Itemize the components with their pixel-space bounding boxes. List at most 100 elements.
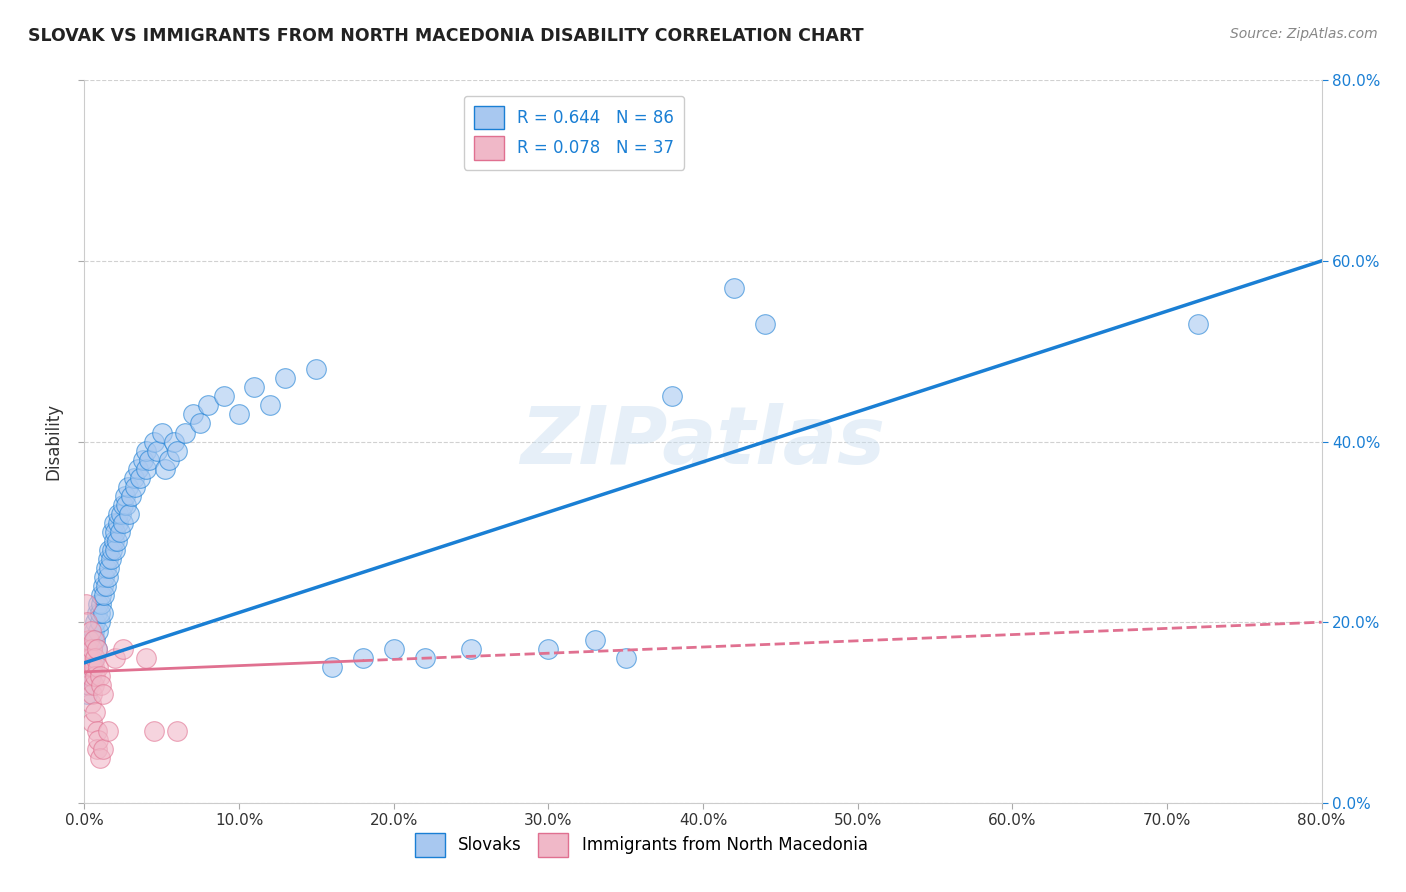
Point	[212, 389, 235, 403]
Point	[82, 642, 104, 657]
Point	[83, 651, 105, 665]
Point	[188, 417, 211, 431]
Point	[84, 651, 107, 665]
Point	[84, 633, 107, 648]
Point	[86, 741, 108, 756]
Point	[79, 697, 101, 711]
Point	[77, 633, 100, 648]
Point	[146, 443, 169, 458]
Point	[84, 669, 107, 683]
Point	[107, 507, 129, 521]
Point	[84, 615, 107, 630]
Point	[135, 461, 157, 475]
Point	[174, 425, 197, 440]
Point	[129, 471, 152, 485]
Point	[118, 507, 141, 521]
Point	[87, 624, 110, 639]
Point	[87, 732, 110, 747]
Point	[91, 687, 114, 701]
Text: Source: ZipAtlas.com: Source: ZipAtlas.com	[1230, 27, 1378, 41]
Point	[274, 371, 297, 385]
Point	[138, 452, 160, 467]
Point	[77, 678, 100, 692]
Point	[77, 660, 100, 674]
Point	[104, 651, 127, 665]
Point	[75, 597, 97, 611]
Legend: Slovaks, Immigrants from North Macedonia: Slovaks, Immigrants from North Macedonia	[405, 823, 877, 867]
Point	[103, 516, 125, 530]
Y-axis label: Disability: Disability	[45, 403, 63, 480]
Point	[91, 579, 114, 593]
Point	[723, 281, 745, 295]
Point	[166, 443, 188, 458]
Point	[94, 579, 117, 593]
Point	[79, 651, 101, 665]
Point	[89, 606, 111, 620]
Point	[114, 489, 136, 503]
Point	[100, 552, 122, 566]
Point	[166, 723, 188, 738]
Point	[82, 660, 104, 674]
Point	[76, 642, 98, 657]
Point	[79, 624, 101, 639]
Point	[243, 380, 266, 394]
Point	[153, 461, 176, 475]
Point	[79, 669, 101, 683]
Point	[94, 561, 117, 575]
Point	[537, 642, 560, 657]
Point	[90, 597, 112, 611]
Point	[77, 678, 100, 692]
Point	[413, 651, 436, 665]
Point	[460, 642, 482, 657]
Point	[76, 687, 98, 701]
Point	[89, 615, 111, 630]
Point	[96, 570, 118, 584]
Point	[83, 678, 105, 692]
Point	[110, 507, 132, 521]
Point	[89, 669, 111, 683]
Point	[89, 750, 111, 764]
Point	[135, 651, 157, 665]
Point	[96, 723, 118, 738]
Point	[96, 552, 118, 566]
Point	[82, 633, 104, 648]
Point	[583, 633, 606, 648]
Point	[228, 408, 250, 422]
Point	[150, 425, 173, 440]
Point	[90, 588, 112, 602]
Point	[91, 741, 114, 756]
Point	[91, 606, 114, 620]
Text: SLOVAK VS IMMIGRANTS FROM NORTH MACEDONIA DISABILITY CORRELATION CHART: SLOVAK VS IMMIGRANTS FROM NORTH MACEDONI…	[28, 27, 863, 45]
Point	[83, 660, 105, 674]
Point	[352, 651, 374, 665]
Point	[90, 678, 112, 692]
Point	[122, 471, 145, 485]
Point	[93, 570, 115, 584]
Point	[86, 723, 108, 738]
Point	[132, 452, 155, 467]
Point	[105, 533, 128, 548]
Point	[1187, 317, 1209, 331]
Point	[112, 516, 135, 530]
Point	[101, 524, 124, 539]
Point	[76, 615, 98, 630]
Point	[661, 389, 683, 403]
Point	[87, 597, 110, 611]
Point	[181, 408, 204, 422]
Point	[83, 624, 105, 639]
Point	[104, 524, 127, 539]
Point	[112, 642, 135, 657]
Point	[614, 651, 637, 665]
Point	[108, 524, 131, 539]
Point	[197, 398, 219, 412]
Point	[83, 633, 105, 648]
Point	[159, 452, 180, 467]
Point	[79, 669, 101, 683]
Point	[163, 434, 186, 449]
Point	[79, 651, 101, 665]
Point	[107, 516, 129, 530]
Point	[82, 642, 104, 657]
Point	[305, 362, 328, 376]
Point	[98, 542, 121, 557]
Point	[86, 642, 108, 657]
